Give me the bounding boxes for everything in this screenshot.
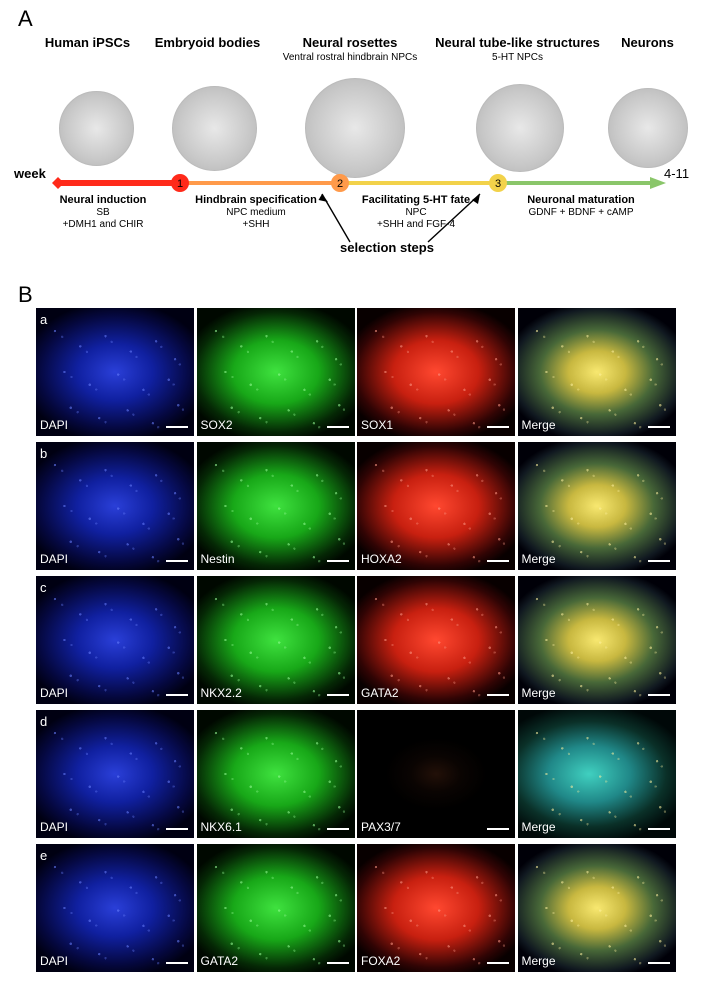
row-label-d: d xyxy=(40,714,47,729)
micrograph-e-foxa2: FOXA2 xyxy=(357,844,515,972)
cell-label: FOXA2 xyxy=(361,954,400,968)
micrograph-d-nkx6.1: NKX6.1 xyxy=(197,710,355,838)
micrograph-d-pax3/7: PAX3/7 xyxy=(357,710,515,838)
stage-thumb-4 xyxy=(608,88,688,168)
micrograph-b-merge: Merge xyxy=(518,442,676,570)
cell-label: Merge xyxy=(522,820,556,834)
stage-title-4: Neurons xyxy=(605,35,690,63)
phase-row: Neural inductionSB+DMH1 and CHIRHindbrai… xyxy=(30,194,690,230)
stage-title-2: Neural rosettesVentral rostral hindbrain… xyxy=(270,35,430,63)
stage-title-0: Human iPSCs xyxy=(30,35,145,63)
cell-label: Merge xyxy=(522,418,556,432)
phase-0: Neural inductionSB+DMH1 and CHIR xyxy=(30,194,176,230)
scale-bar xyxy=(327,962,349,964)
scale-bar xyxy=(648,962,670,964)
micrograph-c-dapi: DAPI xyxy=(36,576,194,704)
micrograph-b-hoxa2: HOXA2 xyxy=(357,442,515,570)
micrograph-a-dapi: DAPI xyxy=(36,308,194,436)
cell-label: Merge xyxy=(522,954,556,968)
stage-title-3: Neural tube-like structures5-HT NPCs xyxy=(430,35,605,63)
panel-b-row-b: b DAPI Nestin HOXA2 Merge xyxy=(36,442,676,570)
cell-label: Nestin xyxy=(201,552,235,566)
scale-bar xyxy=(487,828,509,830)
panel-b-row-d: d DAPI NKX6.1 PAX3/7 Merge xyxy=(36,710,676,838)
micrograph-a-merge: Merge xyxy=(518,308,676,436)
cell-label: Merge xyxy=(522,686,556,700)
selection-steps-label: selection steps xyxy=(340,240,434,255)
stage-titles-row: Human iPSCsEmbryoid bodiesNeural rosette… xyxy=(30,35,690,63)
micrograph-d-merge: Merge xyxy=(518,710,676,838)
micrograph-e-dapi: DAPI xyxy=(36,844,194,972)
scale-bar xyxy=(648,828,670,830)
micrograph-a-sox1: SOX1 xyxy=(357,308,515,436)
cell-label: PAX3/7 xyxy=(361,820,401,834)
scale-bar xyxy=(166,828,188,830)
cell-label: SOX1 xyxy=(361,418,393,432)
cell-label: DAPI xyxy=(40,552,68,566)
scale-bar xyxy=(166,426,188,428)
micrograph-c-merge: Merge xyxy=(518,576,676,704)
cell-label: GATA2 xyxy=(361,686,399,700)
scale-bar xyxy=(166,962,188,964)
cell-label: DAPI xyxy=(40,820,68,834)
scale-bar xyxy=(648,426,670,428)
scale-bar xyxy=(166,560,188,562)
stage-thumb-1 xyxy=(172,86,257,171)
stage-title-1: Embryoid bodies xyxy=(145,35,270,63)
cell-label: DAPI xyxy=(40,954,68,968)
scale-bar xyxy=(648,694,670,696)
svg-text:3: 3 xyxy=(495,178,501,190)
panel-b: aDAPISOX2SOX1MergebDAPINestinHOXA2Mergec… xyxy=(36,308,676,978)
scale-bar xyxy=(648,560,670,562)
micrograph-c-gata2: GATA2 xyxy=(357,576,515,704)
cell-label: SOX2 xyxy=(201,418,233,432)
micrograph-e-merge: Merge xyxy=(518,844,676,972)
micrograph-a-sox2: SOX2 xyxy=(197,308,355,436)
scale-bar xyxy=(327,828,349,830)
scale-bar xyxy=(487,426,509,428)
stage-thumb-2 xyxy=(305,78,405,178)
micrograph-e-gata2: GATA2 xyxy=(197,844,355,972)
panel-a-label: A xyxy=(18,6,33,32)
micrograph-c-nkx2.2: NKX2.2 xyxy=(197,576,355,704)
scale-bar xyxy=(487,962,509,964)
cell-label: NKX6.1 xyxy=(201,820,242,834)
cell-label: DAPI xyxy=(40,686,68,700)
micrograph-b-dapi: DAPI xyxy=(36,442,194,570)
micrograph-d-dapi: DAPI xyxy=(36,710,194,838)
row-label-b: b xyxy=(40,446,47,461)
cell-label: Merge xyxy=(522,552,556,566)
svg-text:1: 1 xyxy=(177,178,183,190)
scale-bar xyxy=(327,694,349,696)
row-label-e: e xyxy=(40,848,47,863)
row-label-c: c xyxy=(40,580,47,595)
stage-thumb-3 xyxy=(476,84,564,172)
cell-label: DAPI xyxy=(40,418,68,432)
week-label: week xyxy=(14,166,46,181)
panel-b-row-c: c DAPI NKX2.2 GATA2 Merge xyxy=(36,576,676,704)
scale-bar xyxy=(166,694,188,696)
scale-bar xyxy=(487,694,509,696)
panel-b-label: B xyxy=(18,282,33,308)
cell-label: GATA2 xyxy=(201,954,239,968)
stage-thumbnails-row xyxy=(40,78,690,178)
row-label-a: a xyxy=(40,312,47,327)
micrograph-b-nestin: Nestin xyxy=(197,442,355,570)
phase-3: Neuronal maturationGDNF + BDNF + cAMP xyxy=(496,194,666,230)
cell-label: HOXA2 xyxy=(361,552,402,566)
week-end-label: 4-11 xyxy=(664,166,689,181)
panel-b-row-e: e DAPI GATA2 FOXA2 Merge xyxy=(36,844,676,972)
scale-bar xyxy=(327,426,349,428)
scale-bar xyxy=(487,560,509,562)
scale-bar xyxy=(327,560,349,562)
cell-label: NKX2.2 xyxy=(201,686,242,700)
svg-text:2: 2 xyxy=(337,178,343,190)
panel-b-row-a: a DAPI SOX2 SOX1 Merge xyxy=(36,308,676,436)
stage-thumb-0 xyxy=(59,91,134,166)
